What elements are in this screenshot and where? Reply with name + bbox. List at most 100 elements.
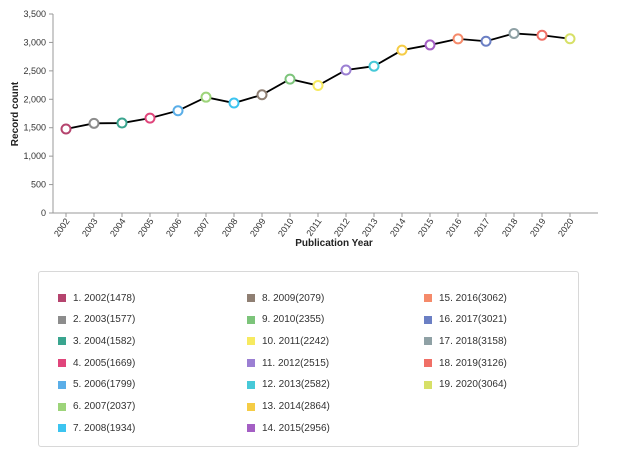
legend-item[interactable]: 11. 2012(2515) — [247, 356, 329, 370]
legend-swatch — [424, 315, 432, 324]
data-point-2012[interactable] — [340, 64, 352, 76]
legend-item[interactable]: 12. 2013(2582) — [247, 378, 330, 392]
x-tick-label: 2019 — [528, 216, 548, 238]
legend-swatch — [58, 337, 66, 346]
legend-item[interactable]: 2. 2003(1577) — [58, 313, 135, 327]
legend-item[interactable]: 6. 2007(2037) — [58, 400, 135, 414]
legend-item[interactable]: 17. 2018(3158) — [424, 334, 507, 348]
legend-swatch — [58, 359, 66, 368]
data-point-2013[interactable] — [368, 60, 380, 72]
legend-swatch — [247, 424, 255, 433]
legend-label: 3. 2004(1582) — [73, 335, 136, 347]
data-point-2008[interactable] — [228, 97, 240, 109]
legend-item[interactable]: 3. 2004(1582) — [58, 334, 135, 348]
data-point-2010[interactable] — [284, 73, 296, 85]
x-tick-label: 2007 — [192, 216, 212, 238]
data-point-2011[interactable] — [312, 80, 324, 92]
y-tick-label: 1,000 — [23, 151, 46, 161]
y-tick-label: 3,500 — [23, 9, 46, 19]
legend-label: 19. 2020(3064) — [439, 379, 507, 391]
x-tick-label: 2004 — [108, 216, 128, 238]
data-point-2002[interactable] — [60, 123, 72, 135]
legend-swatch — [58, 294, 66, 302]
x-tick-label: 2006 — [164, 216, 184, 238]
legend-item[interactable]: 14. 2015(2956) — [247, 421, 330, 435]
y-tick-label: 2,000 — [23, 94, 46, 104]
legend-swatch — [58, 315, 66, 324]
legend-item[interactable]: 16. 2017(3021) — [424, 313, 507, 327]
data-point-2009[interactable] — [256, 89, 268, 101]
x-tick-label: 2005 — [136, 216, 156, 238]
legend-swatch — [58, 380, 66, 389]
legend-label: 16. 2017(3021) — [439, 314, 507, 326]
y-tick-label: 1,500 — [23, 123, 46, 133]
y-tick-label: 0 — [41, 208, 46, 218]
legend-item[interactable]: 4. 2005(1669) — [58, 356, 135, 370]
legend-item[interactable]: 1. 2002(1478) — [58, 291, 135, 305]
data-point-2017[interactable] — [480, 35, 492, 47]
legend-swatch — [58, 402, 66, 411]
x-axis-title: Publication Year — [295, 238, 373, 249]
data-point-2019[interactable] — [536, 29, 548, 41]
legend-label: 4. 2005(1669) — [73, 357, 136, 369]
legend-label: 13. 2014(2864) — [262, 401, 330, 412]
legend-label: 11. 2012(2515) — [262, 357, 330, 369]
legend-swatch — [247, 315, 255, 324]
legend-swatch — [247, 294, 255, 302]
x-tick-label: 2008 — [220, 216, 240, 238]
x-tick-label: 2015 — [416, 216, 436, 238]
legend-item[interactable]: 18. 2019(3126) — [424, 356, 507, 370]
legend-swatch — [247, 337, 255, 346]
legend-swatch — [424, 337, 432, 346]
x-tick-label: 2013 — [360, 216, 380, 238]
legend-label: 10. 2011(2242) — [262, 335, 330, 347]
legend-item[interactable]: 15. 2016(3062) — [424, 291, 507, 305]
x-tick-label: 2017 — [472, 216, 492, 238]
legend-label: 1. 2002(1478) — [73, 292, 136, 304]
x-tick-label: 2020 — [556, 216, 576, 238]
legend-label: 8. 2009(2079) — [262, 292, 325, 304]
legend-label: 2. 2003(1577) — [73, 314, 136, 326]
x-tick-label: 2012 — [332, 216, 352, 238]
legend-item[interactable]: 7. 2008(1934) — [58, 421, 135, 435]
x-tick-label: 2014 — [388, 216, 408, 238]
x-axis: 2002 2003 2004 2005 2006 2007 2008 2009 2010 2011… — [52, 212, 598, 239]
legend-item[interactable]: 19. 2020(3064) — [424, 378, 507, 392]
x-tick-label: 2016 — [444, 216, 464, 238]
x-tick-label: 2010 — [276, 216, 296, 238]
legend-label: 18. 2019(3126) — [439, 357, 507, 369]
legend-label: 17. 2018(3158) — [439, 335, 507, 347]
data-point-2015[interactable] — [424, 39, 436, 51]
legend-item[interactable]: 5. 2006(1799) — [58, 378, 135, 392]
legend-swatch — [424, 380, 432, 389]
data-point-2003[interactable] — [88, 117, 100, 129]
legend-label: 14. 2015(2956) — [262, 422, 330, 434]
data-point-2016[interactable] — [452, 33, 464, 45]
legend-swatch — [58, 424, 66, 433]
legend-label: 9. 2010(2355) — [262, 314, 325, 326]
y-axis-title: Record count — [10, 81, 21, 146]
x-tick-label: 2018 — [500, 216, 520, 238]
x-tick-label: 2009 — [248, 216, 268, 238]
data-points — [60, 27, 576, 135]
legend-item[interactable]: 9. 2010(2355) — [247, 313, 324, 327]
legend-label: 5. 2006(1799) — [73, 379, 136, 391]
data-point-2020[interactable] — [564, 33, 576, 45]
legend-item[interactable]: 10. 2011(2242) — [247, 334, 329, 348]
legend-item[interactable]: 8. 2009(2079) — [247, 291, 324, 305]
data-point-2006[interactable] — [172, 105, 184, 117]
legend-label: 15. 2016(3062) — [439, 292, 507, 304]
y-tick-label: 500 — [31, 180, 46, 190]
data-point-2004[interactable] — [116, 117, 128, 129]
y-tick-label: 3,000 — [23, 37, 46, 47]
data-point-2005[interactable] — [144, 112, 156, 124]
data-point-2018[interactable] — [508, 27, 520, 39]
legend-swatch — [424, 294, 432, 302]
y-tick-label: 2,500 — [23, 66, 46, 76]
legend: 1. 2002(1478) 2. 2003(1577) 3. 2004(1582) 4… — [38, 271, 579, 447]
legend-item[interactable]: 13. 2014(2864) — [247, 400, 330, 414]
x-tick-label: 2003 — [80, 216, 100, 238]
data-point-2014[interactable] — [396, 44, 408, 56]
data-point-2007[interactable] — [200, 91, 212, 103]
